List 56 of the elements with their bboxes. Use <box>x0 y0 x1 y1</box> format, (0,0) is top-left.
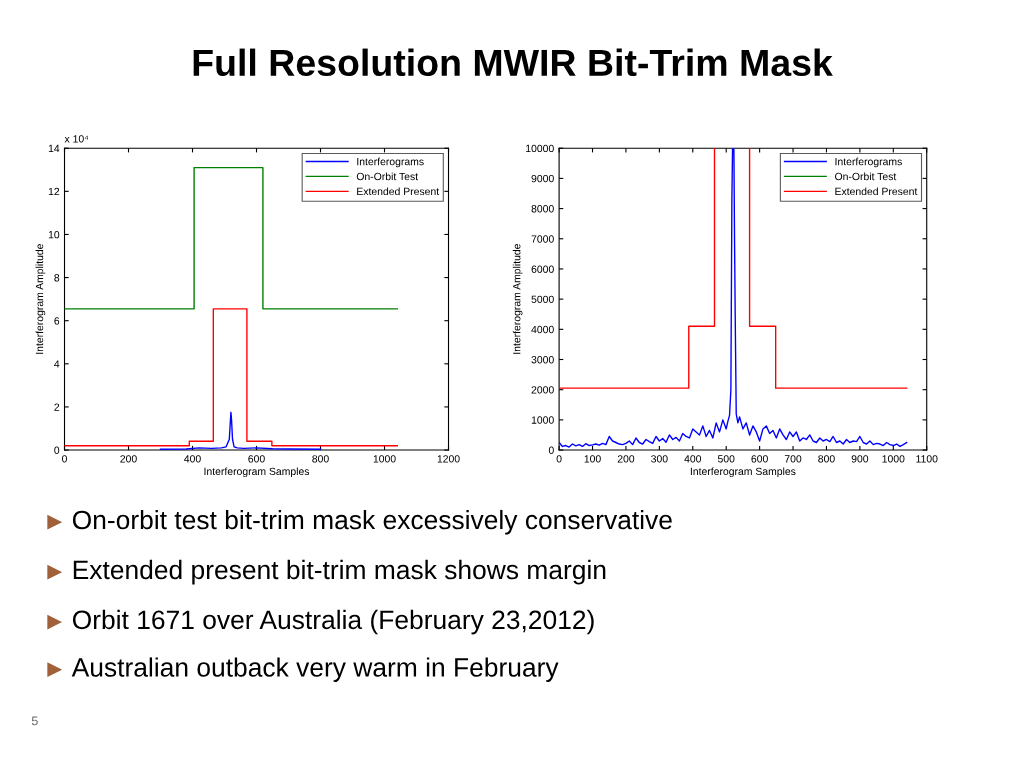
y-tick-label: 7000 <box>531 235 554 243</box>
x-tick-label: 300 <box>651 455 668 463</box>
text: x 10⁴ <box>64 135 89 143</box>
x-axis-title: Interferogram Samples <box>204 467 310 478</box>
y-tick-label: 8000 <box>531 205 554 213</box>
y-tick-label: 4 <box>54 360 60 368</box>
legend-label: Interferograms <box>835 157 902 168</box>
text: 5 <box>31 716 38 726</box>
text: Full Resolution MWIR Bit-Trim Mask <box>193 48 833 77</box>
x-axis-title: Interferogram Samples <box>690 467 796 478</box>
text: Australian outback very warm in February <box>71 657 559 682</box>
legend-label: On-Orbit Test <box>835 172 897 181</box>
y-tick-label: 10000 <box>526 144 554 153</box>
y-tick-label: 5000 <box>531 295 554 304</box>
x-tick-label: 800 <box>312 455 329 463</box>
line-series <box>159 411 322 450</box>
text: Orbit 1671 over Australia (February 23,2012) <box>72 609 594 635</box>
y-tick-label: 10 <box>48 230 60 239</box>
x-tick-label: 1100 <box>916 455 938 463</box>
x-tick-label: 600 <box>751 455 768 463</box>
y-tick-label: 1000 <box>531 416 554 424</box>
legend-label: Extended Present <box>835 187 918 196</box>
legend-label: On-Orbit Test <box>356 172 418 181</box>
x-tick-label: 0 <box>556 455 562 463</box>
y-axis-title: Interferogram Amplitude <box>512 244 523 354</box>
y-tick-label: 6000 <box>531 265 554 273</box>
y-tick-label: 14 <box>48 144 60 152</box>
y-tick-label: 2 <box>54 403 60 411</box>
y-axis-title: Interferogram Amplitude <box>35 244 46 354</box>
y-tick-label: 6 <box>54 317 60 325</box>
legend-label: Interferograms <box>357 157 424 168</box>
legend-label: Extended Present <box>357 187 440 196</box>
x-tick-label: 200 <box>617 455 635 463</box>
y-tick-label: 12 <box>48 187 60 196</box>
text: Extended present bit-trim mask shows margin <box>73 559 606 585</box>
x-tick-label: 800 <box>818 455 835 463</box>
x-tick-label: 1000 <box>882 455 905 463</box>
x-tick-label: 900 <box>851 455 869 463</box>
x-tick-label: 0 <box>62 455 67 463</box>
x-tick-label: 400 <box>684 455 702 463</box>
y-tick-label: 9000 <box>531 174 554 183</box>
x-tick-label: 500 <box>717 455 735 463</box>
x-tick-label: 100 <box>584 455 601 463</box>
x-tick-label: 400 <box>184 455 201 463</box>
y-tick-label: 0 <box>548 446 554 454</box>
y-tick-label: 2000 <box>531 386 554 394</box>
y-tick-label: 8 <box>54 274 60 282</box>
x-tick-label: 1000 <box>373 455 396 463</box>
text: On-orbit test bit-trim mask excessively conservative <box>72 509 672 535</box>
x-tick-label: 700 <box>784 455 802 463</box>
x-tick-label: 600 <box>248 455 265 463</box>
y-tick-label: 4000 <box>531 325 554 334</box>
y-tick-label: 0 <box>54 446 60 454</box>
y-tick-label: 3000 <box>531 356 554 364</box>
x-tick-label: 1200 <box>437 455 460 463</box>
x-tick-label: 200 <box>120 455 137 463</box>
